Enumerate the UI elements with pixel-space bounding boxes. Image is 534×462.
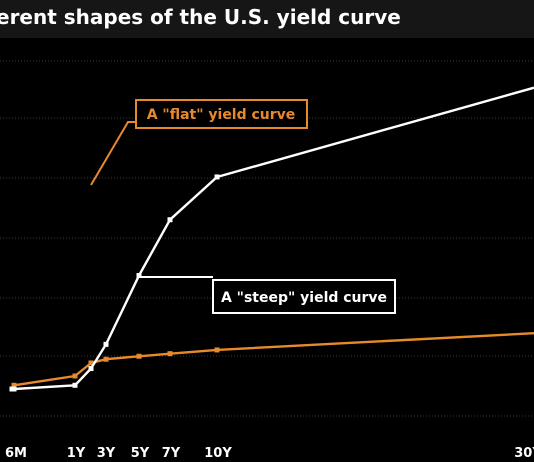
- steep-series-point: [11, 386, 17, 392]
- steep-callout-box: [212, 279, 396, 314]
- steep-series-point: [136, 273, 142, 279]
- x-tick-label: 7Y: [162, 446, 181, 461]
- x-tick-label: 6M: [5, 446, 27, 461]
- steep-series-point: [103, 341, 109, 347]
- steep-callout-label: A "steep" yield curve: [221, 290, 387, 306]
- flat-callout-label: A "flat" yield curve: [147, 107, 296, 123]
- steep-series-point: [72, 382, 78, 388]
- x-tick-label: 3Y: [97, 446, 116, 461]
- flat-series-point: [103, 356, 109, 362]
- flat-series-point: [11, 382, 17, 388]
- flat-series-point: [167, 351, 173, 357]
- flat-series-point: [214, 347, 220, 353]
- flat-callout-box: [135, 99, 308, 129]
- x-tick-label: 30Y: [514, 446, 534, 461]
- steep-series-point: [214, 174, 220, 180]
- steep-series-point: [167, 217, 173, 223]
- x-tick-label: 1Y: [67, 446, 86, 461]
- x-tick-label: 5Y: [131, 446, 150, 461]
- steep-series-point: [88, 366, 94, 372]
- title-bar: erent shapes of the U.S. yield curve: [0, 0, 534, 38]
- chart-title: erent shapes of the U.S. yield curve: [0, 5, 401, 29]
- flat-series-point: [136, 353, 142, 359]
- flat-series-point: [88, 360, 94, 366]
- flat-callout-leader: [90, 121, 136, 186]
- x-tick-label: 10Y: [204, 446, 232, 461]
- flat-series-point: [72, 373, 78, 379]
